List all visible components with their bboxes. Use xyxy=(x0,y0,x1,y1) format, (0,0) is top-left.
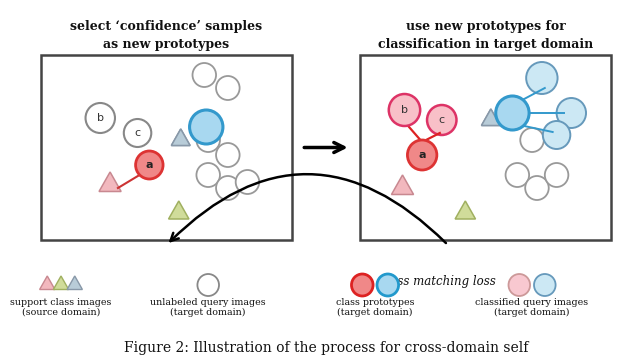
FancyBboxPatch shape xyxy=(360,55,611,240)
Polygon shape xyxy=(99,172,121,191)
Text: (source domain): (source domain) xyxy=(22,308,100,317)
Ellipse shape xyxy=(193,63,216,87)
Text: (target domain): (target domain) xyxy=(170,308,246,317)
Ellipse shape xyxy=(216,143,239,167)
Text: class matching loss: class matching loss xyxy=(380,275,496,289)
Ellipse shape xyxy=(388,94,420,126)
Ellipse shape xyxy=(216,176,239,200)
Polygon shape xyxy=(168,201,189,219)
Ellipse shape xyxy=(408,140,437,170)
Text: b: b xyxy=(401,105,408,115)
Text: (target domain): (target domain) xyxy=(494,308,570,317)
Ellipse shape xyxy=(543,121,570,149)
FancyBboxPatch shape xyxy=(42,55,292,240)
Ellipse shape xyxy=(189,110,223,144)
Text: select ‘confidence’ samples
as new prototypes: select ‘confidence’ samples as new proto… xyxy=(70,20,262,51)
Ellipse shape xyxy=(86,103,115,133)
Text: class prototypes: class prototypes xyxy=(336,298,414,307)
Ellipse shape xyxy=(526,62,557,94)
Ellipse shape xyxy=(196,128,220,152)
Ellipse shape xyxy=(509,274,530,296)
Polygon shape xyxy=(172,129,190,146)
Ellipse shape xyxy=(496,96,529,130)
Ellipse shape xyxy=(136,151,163,179)
Ellipse shape xyxy=(534,274,556,296)
Text: a: a xyxy=(145,160,153,170)
FancyArrowPatch shape xyxy=(304,143,344,152)
Text: use new prototypes for
classification in target domain: use new prototypes for classification in… xyxy=(378,20,593,51)
Polygon shape xyxy=(455,201,476,219)
Polygon shape xyxy=(481,109,500,126)
Ellipse shape xyxy=(124,119,151,147)
Ellipse shape xyxy=(377,274,399,296)
Ellipse shape xyxy=(351,274,373,296)
Text: support class images: support class images xyxy=(10,298,112,307)
Text: c: c xyxy=(134,128,141,138)
Text: classified query images: classified query images xyxy=(476,298,589,307)
Polygon shape xyxy=(172,129,190,146)
Polygon shape xyxy=(40,276,55,290)
Text: b: b xyxy=(97,113,104,123)
FancyArrowPatch shape xyxy=(170,174,446,243)
Polygon shape xyxy=(67,276,83,290)
Ellipse shape xyxy=(506,163,529,187)
Ellipse shape xyxy=(196,163,220,187)
Ellipse shape xyxy=(520,128,544,152)
Text: c: c xyxy=(438,115,445,125)
Ellipse shape xyxy=(545,163,568,187)
Text: unlabeled query images: unlabeled query images xyxy=(150,298,266,307)
Ellipse shape xyxy=(236,170,259,194)
Text: (target domain): (target domain) xyxy=(337,308,413,317)
Ellipse shape xyxy=(427,105,456,135)
Ellipse shape xyxy=(525,176,548,200)
Ellipse shape xyxy=(216,76,239,100)
Polygon shape xyxy=(481,109,500,126)
Polygon shape xyxy=(392,175,413,194)
Text: a: a xyxy=(419,150,426,160)
Ellipse shape xyxy=(197,274,219,296)
Polygon shape xyxy=(53,276,68,290)
Text: Figure 2: Illustration of the process for cross-domain self: Figure 2: Illustration of the process fo… xyxy=(124,341,528,355)
Ellipse shape xyxy=(557,98,586,128)
